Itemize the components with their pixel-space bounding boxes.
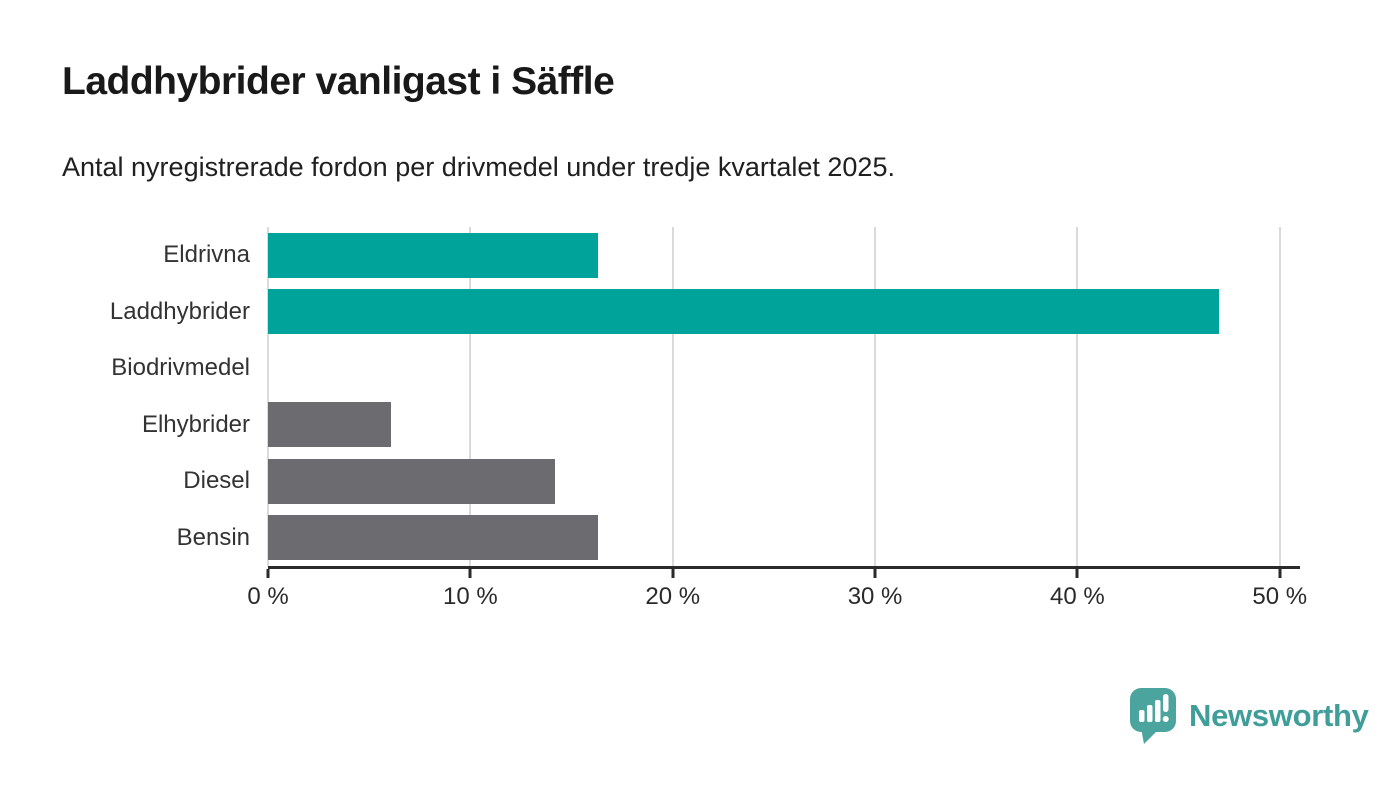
logo-exclamation-bar [1163, 694, 1169, 712]
bar-laddhybrider [268, 289, 1220, 335]
logo-barchart-glyph [1139, 694, 1169, 722]
x-tick-label-20: 20 % [645, 583, 701, 610]
gridline-40 [1076, 227, 1079, 566]
category-label-eldrivna: Eldrivna [163, 241, 250, 269]
category-label-diesel: Diesel [183, 467, 250, 495]
x-tick-label-40: 40 % [1050, 583, 1105, 610]
gridline-20 [671, 227, 674, 566]
x-tick-40 [1075, 569, 1079, 578]
logo-bubble [1130, 688, 1176, 732]
x-tick-label-0: 0 % [247, 583, 289, 610]
category-label-elhybrider: Elhybrider [141, 410, 250, 438]
gridline-10 [469, 227, 472, 566]
x-tick-label-10: 10 % [442, 583, 498, 610]
chart-subtitle: Antal nyregistrerade fordon per drivmede… [62, 152, 895, 182]
bar-eldrivna [268, 232, 598, 278]
newsworthy-logo-icon [1130, 688, 1176, 744]
category-labels: Eldrivna Laddhybrider Biodrivmedel Elhybrid… [0, 227, 250, 566]
category-label-biodrivmedel: Biodrivmedel [111, 354, 250, 382]
logo-bubble-tail [1141, 728, 1160, 744]
x-axis: 0 % 10 % 20 % 30 % 40 % 50 % [247, 566, 1307, 616]
bar-elhybrider [268, 402, 392, 448]
gridline-0 [267, 227, 269, 566]
bar-diesel [268, 458, 556, 504]
category-label-laddhybrider: Laddhybrider [109, 297, 250, 325]
x-tick-30 [873, 569, 877, 578]
x-tick-20 [671, 569, 675, 578]
x-tick-0 [266, 569, 270, 578]
page-title: Laddhybrider vanligast i Säffle [62, 60, 615, 103]
gridline-50 [1278, 227, 1281, 566]
x-tick-50 [1278, 569, 1282, 578]
x-axis-line [268, 566, 1300, 569]
bar-bensin [268, 515, 598, 561]
logo-exclamation-dot [1162, 716, 1169, 722]
gridline-30 [874, 227, 877, 566]
category-label-bensin: Bensin [176, 523, 250, 551]
newsworthy-logo: Newsworthy [1128, 686, 1369, 746]
x-tick-label-50: 50 % [1252, 583, 1308, 610]
newsworthy-wordmark: Newsworthy [1189, 698, 1369, 733]
x-tick-10 [468, 569, 472, 578]
x-tick-label-30: 30 % [847, 583, 903, 610]
plot-area [267, 227, 1300, 566]
